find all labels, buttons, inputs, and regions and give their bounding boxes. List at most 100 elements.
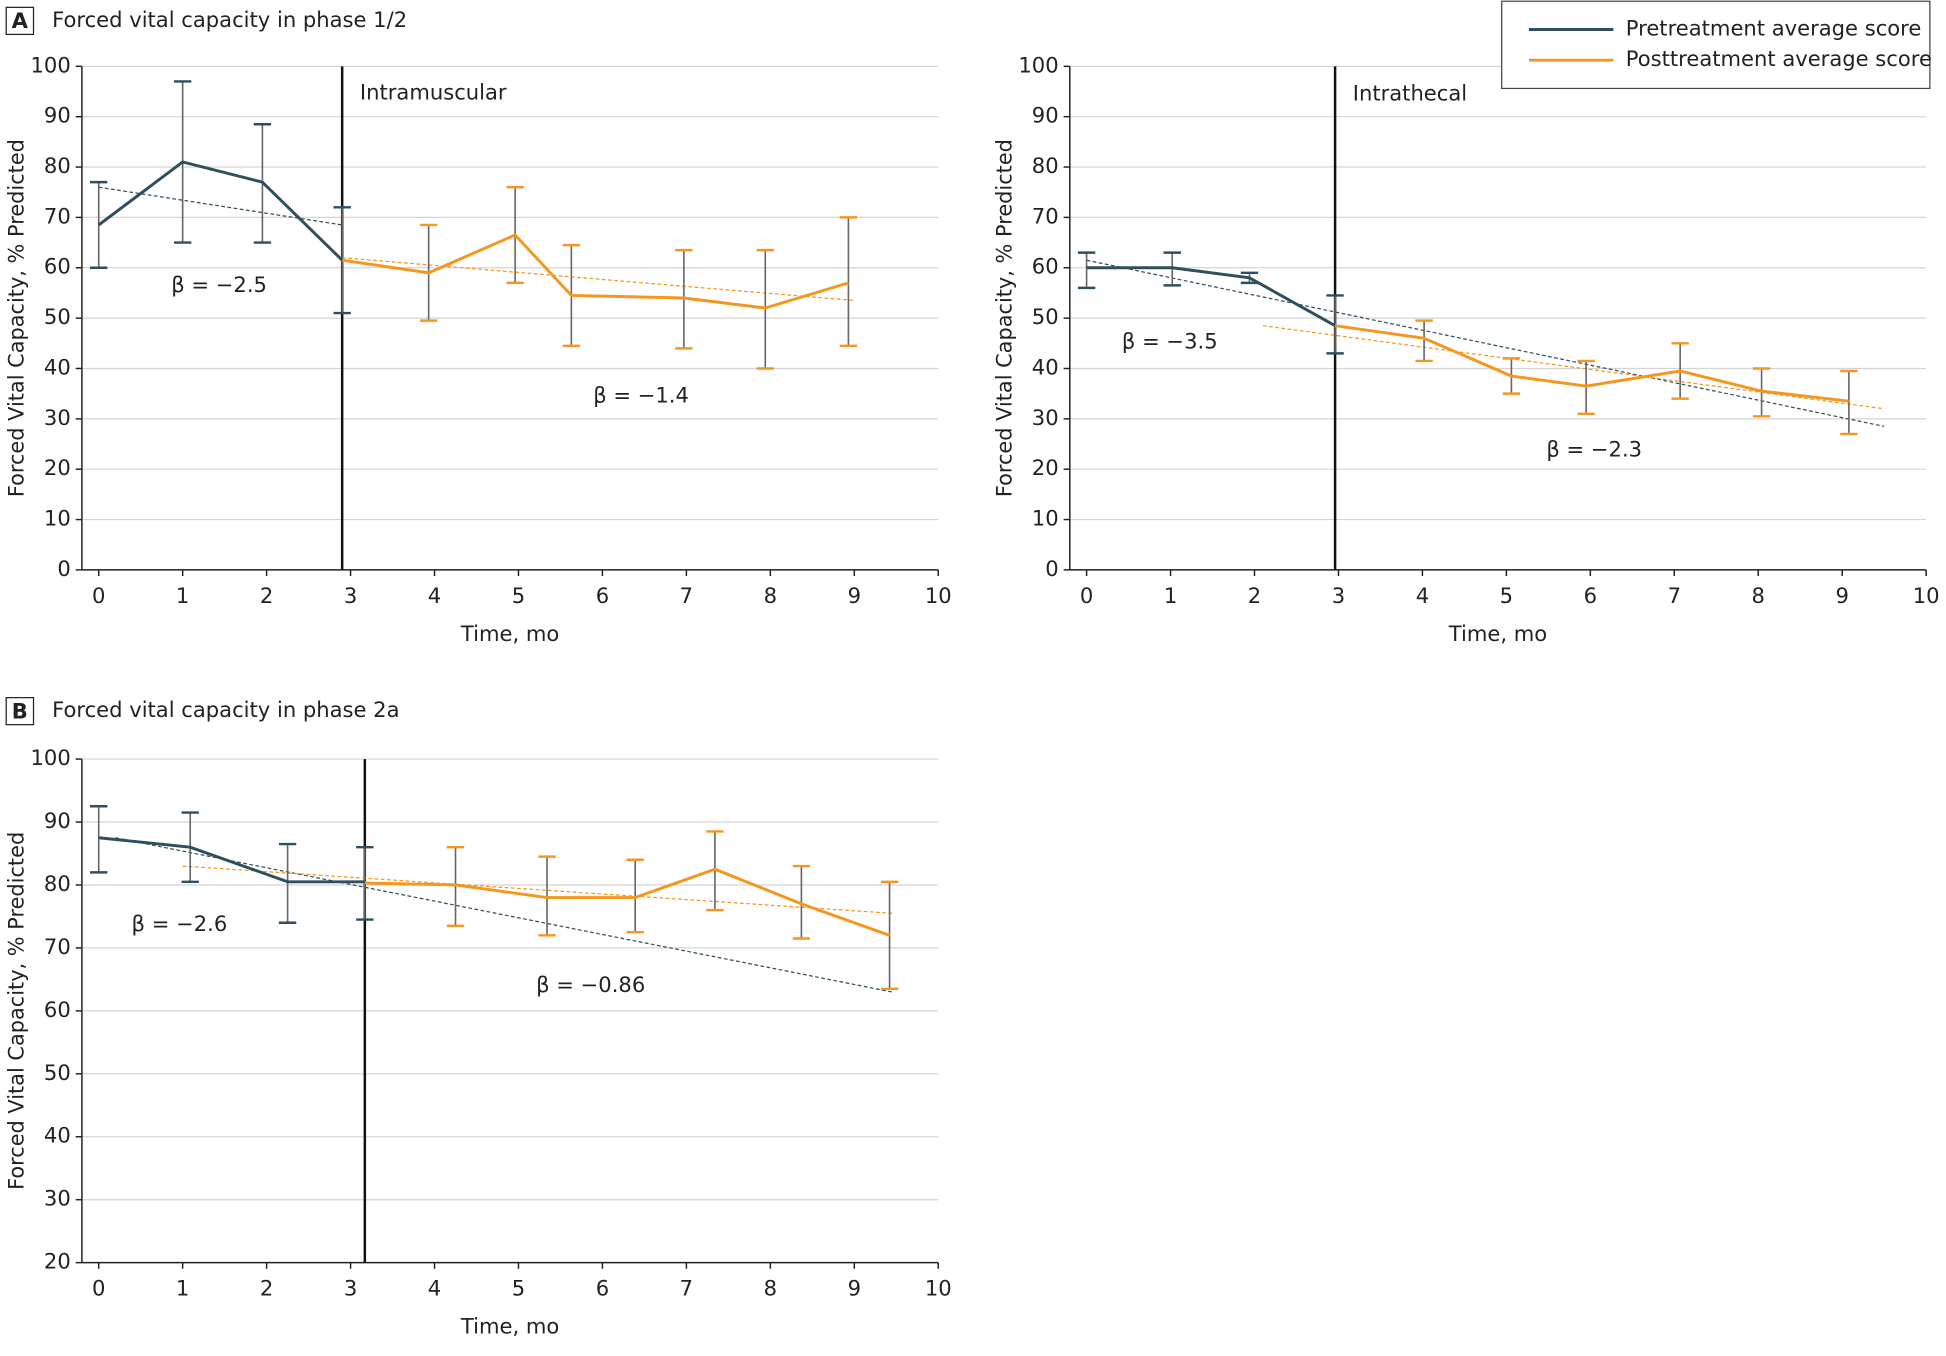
x-tick-label: 2 [260, 584, 273, 608]
x-tick-label: 1 [1164, 584, 1177, 608]
beta-annotation: β = −3.5 [1122, 330, 1218, 354]
x-tick-label: 9 [1835, 584, 1848, 608]
chart: B Forced vital capacity in phase 2a203040… [4, 697, 952, 1339]
error-bar [626, 858, 644, 934]
error-bar [538, 855, 556, 937]
panel-title: Forced vital capacity in phase 1/2 [52, 8, 407, 32]
error-bar [90, 805, 108, 874]
beta-annotation: β = −0.86 [536, 973, 645, 997]
y-tick-label: 100 [31, 746, 71, 770]
x-tick-label: 10 [925, 1277, 952, 1301]
x-tick-label: 8 [764, 1277, 777, 1301]
trend-line [342, 257, 855, 302]
series-line [1334, 324, 1850, 403]
x-tick-label: 3 [1332, 584, 1345, 608]
beta-annotation: β = −2.3 [1546, 438, 1642, 462]
panel-letter-box [5, 6, 35, 36]
y-tick-label: 90 [44, 809, 71, 833]
y-tick-label: 20 [44, 1250, 71, 1274]
y-axis-label: Forced Vital Capacity, % Predicted [4, 832, 28, 1190]
series-line [1086, 266, 1336, 327]
error-bar [839, 216, 858, 348]
error-bar [1415, 319, 1433, 363]
x-tick-label: 1 [176, 1277, 189, 1301]
y-tick-label: 90 [1032, 104, 1059, 128]
y-tick-label: 70 [1032, 204, 1059, 228]
x-tick-label: 8 [764, 584, 777, 608]
y-tick-label: 80 [44, 872, 71, 896]
y-tick-label: 50 [44, 1061, 71, 1085]
y-tick-label: 40 [44, 356, 71, 380]
y-tick-label: 60 [44, 255, 71, 279]
series-line [364, 867, 891, 937]
y-tick-label: 100 [1018, 53, 1058, 77]
panel-letter: A [12, 9, 29, 33]
x-tick-label: 10 [1913, 584, 1940, 608]
beta-annotation: β = −2.6 [132, 912, 228, 936]
y-axis-label: Forced Vital Capacity, % Predicted [4, 139, 28, 497]
error-bar [1077, 251, 1096, 290]
x-tick-label: 3 [344, 1277, 357, 1301]
x-tick-label: 6 [1584, 584, 1597, 608]
legend-box [1501, 0, 1931, 90]
y-tick-label: 100 [31, 53, 71, 77]
x-tick-label: 5 [1500, 584, 1513, 608]
trend-line [98, 186, 343, 226]
trend-line [182, 865, 893, 914]
y-tick-label: 60 [1032, 255, 1059, 279]
error-bar [1840, 369, 1858, 436]
x-tick-label: 4 [428, 584, 441, 608]
panel-letter: B [12, 699, 28, 723]
error-bar [278, 842, 297, 924]
y-tick-label: 70 [44, 204, 71, 228]
beta-annotation: β = −1.4 [593, 384, 689, 408]
error-bar [446, 845, 465, 928]
y-tick-label: 20 [44, 456, 71, 480]
y-tick-label: 30 [44, 1187, 71, 1211]
x-tick-label: 2 [260, 1277, 273, 1301]
trend-line [115, 837, 893, 993]
x-tick-label: 9 [848, 1277, 861, 1301]
x-tick-label: 7 [680, 1277, 693, 1301]
y-tick-label: 40 [1032, 356, 1059, 380]
x-tick-label: 4 [1416, 584, 1429, 608]
trend-line [1086, 259, 1885, 427]
x-tick-label: 6 [596, 1277, 609, 1301]
x-axis-label: Time, mo [1448, 622, 1547, 646]
x-tick-label: 9 [848, 584, 861, 608]
x-tick-label: 3 [344, 584, 357, 608]
y-tick-label: 70 [44, 935, 71, 959]
legend-label: Pretreatment average score [1626, 17, 1922, 41]
x-tick-label: 0 [92, 584, 105, 608]
x-tick-label: 7 [1668, 584, 1681, 608]
divider-label: Intramuscular [360, 80, 507, 104]
x-tick-label: 10 [925, 584, 952, 608]
beta-annotation: β = −2.5 [171, 273, 267, 297]
x-tick-label: 5 [512, 584, 525, 608]
series-line [98, 836, 365, 884]
series-line [341, 233, 849, 310]
y-tick-label: 60 [44, 998, 71, 1022]
x-tick-label: 2 [1248, 584, 1261, 608]
y-tick-label: 40 [44, 1124, 71, 1148]
y-tick-label: 90 [44, 104, 71, 128]
y-tick-label: 10 [44, 507, 71, 531]
legend: Pretreatment average score Posttreatment … [1501, 0, 1932, 90]
y-tick-label: 80 [44, 154, 71, 178]
x-axis-label: Time, mo [460, 1315, 559, 1339]
y-tick-label: 30 [1032, 406, 1059, 430]
x-tick-label: 4 [428, 1277, 441, 1301]
x-tick-label: 7 [680, 584, 693, 608]
y-tick-label: 0 [57, 557, 70, 581]
x-tick-label: 6 [596, 584, 609, 608]
x-tick-label: 8 [1752, 584, 1765, 608]
legend-label: Posttreatment average score [1626, 47, 1932, 71]
y-tick-label: 50 [44, 305, 71, 329]
x-tick-label: 0 [92, 1277, 105, 1301]
y-axis-label: Forced Vital Capacity, % Predicted [992, 139, 1016, 497]
series-line [97, 160, 344, 262]
y-tick-label: 30 [44, 406, 71, 430]
y-tick-label: 50 [1032, 305, 1059, 329]
panel-title: Forced vital capacity in phase 2a [52, 698, 399, 722]
